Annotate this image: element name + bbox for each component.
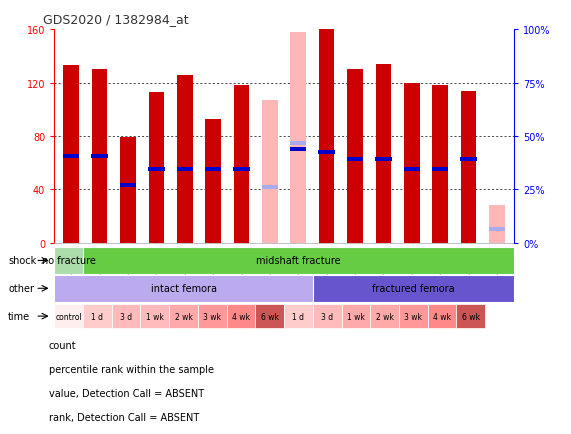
Bar	[399, 304, 428, 329]
Bar	[461, 92, 476, 243]
Bar	[290, 148, 307, 152]
Text: fractured femora: fractured femora	[372, 284, 455, 293]
Bar	[63, 155, 79, 159]
Bar	[404, 168, 420, 172]
Text: 2 wk: 2 wk	[175, 312, 192, 321]
Bar	[205, 168, 222, 172]
Bar	[291, 33, 306, 243]
Bar	[255, 304, 284, 329]
Text: intact femora: intact femora	[151, 284, 216, 293]
Text: midshaft fracture: midshaft fracture	[256, 256, 341, 266]
Bar	[319, 30, 335, 243]
Text: time: time	[8, 312, 30, 321]
Bar	[92, 70, 107, 243]
Bar	[432, 168, 448, 172]
Bar	[227, 304, 255, 329]
Text: 4 wk: 4 wk	[433, 312, 451, 321]
Bar	[489, 206, 505, 243]
Bar	[347, 70, 363, 243]
Bar	[370, 304, 399, 329]
Bar	[177, 76, 192, 243]
Text: 1 wk: 1 wk	[146, 312, 164, 321]
Bar	[54, 304, 83, 329]
Text: 6 wk: 6 wk	[261, 312, 279, 321]
Bar	[456, 304, 485, 329]
Bar	[112, 304, 140, 329]
Bar	[120, 138, 136, 243]
Text: 1 d: 1 d	[91, 312, 103, 321]
Text: 6 wk: 6 wk	[462, 312, 480, 321]
Text: 3 d: 3 d	[120, 312, 132, 321]
Bar	[341, 304, 370, 329]
Bar	[148, 168, 164, 172]
Text: count: count	[49, 340, 76, 350]
Text: 3 wk: 3 wk	[203, 312, 221, 321]
Bar	[206, 119, 221, 243]
Text: rank, Detection Call = ABSENT: rank, Detection Call = ABSENT	[49, 412, 199, 421]
Text: other: other	[8, 284, 34, 293]
Bar	[404, 83, 420, 243]
Bar	[140, 304, 169, 329]
Bar	[432, 86, 448, 243]
Bar	[169, 304, 198, 329]
Text: control: control	[55, 312, 82, 321]
Text: no fracture: no fracture	[42, 256, 95, 266]
Bar	[375, 157, 392, 161]
Bar	[120, 184, 136, 188]
Bar	[234, 168, 250, 172]
Bar	[460, 157, 477, 161]
Bar	[376, 65, 391, 243]
Text: 3 d: 3 d	[321, 312, 333, 321]
Bar	[148, 93, 164, 243]
Text: percentile rank within the sample: percentile rank within the sample	[49, 364, 214, 374]
Text: 3 wk: 3 wk	[404, 312, 423, 321]
Bar	[290, 141, 307, 145]
Bar	[262, 101, 278, 243]
Bar	[313, 275, 514, 302]
Text: shock: shock	[8, 256, 37, 266]
Bar	[262, 185, 278, 189]
Bar	[54, 275, 313, 302]
Text: 1 d: 1 d	[292, 312, 304, 321]
Text: 2 wk: 2 wk	[376, 312, 393, 321]
Bar	[176, 168, 193, 172]
Bar	[284, 304, 313, 329]
Bar	[319, 151, 335, 155]
Text: GDS2020 / 1382984_at: GDS2020 / 1382984_at	[43, 13, 188, 26]
Bar	[83, 304, 112, 329]
Bar	[198, 304, 227, 329]
Bar	[91, 155, 108, 159]
Text: 1 wk: 1 wk	[347, 312, 365, 321]
Bar	[63, 66, 79, 243]
Bar	[54, 247, 83, 274]
Bar	[234, 86, 250, 243]
Bar	[347, 157, 363, 161]
Text: 4 wk: 4 wk	[232, 312, 250, 321]
Text: value, Detection Call = ABSENT: value, Detection Call = ABSENT	[49, 388, 204, 398]
Bar	[313, 304, 341, 329]
Bar	[489, 228, 505, 232]
Bar	[428, 304, 456, 329]
